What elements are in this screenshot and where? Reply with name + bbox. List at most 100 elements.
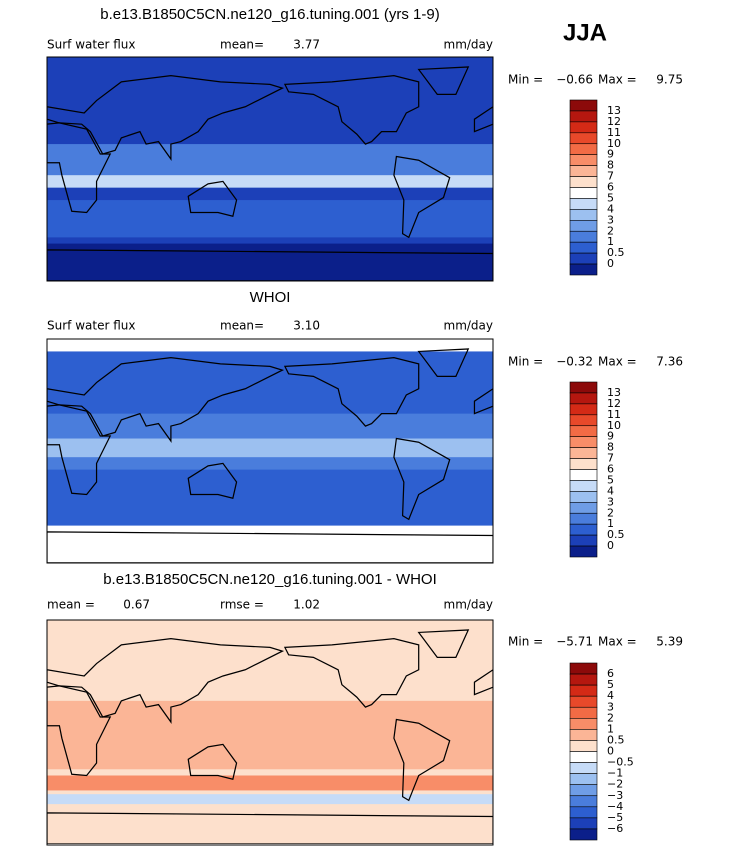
colorbar-label: 4: [607, 484, 614, 497]
colorbar-box: [569, 523, 598, 536]
colorbar-label: 8: [607, 441, 614, 454]
colorbar-label: 10: [607, 137, 621, 150]
colorbar-label: −2: [607, 778, 623, 791]
colorbar-label: 9: [607, 430, 614, 443]
min-label: Min =: [508, 73, 543, 87]
season-label: JJA: [563, 19, 607, 46]
colorbar-box: [569, 198, 598, 210]
colorbar-label: 12: [607, 397, 621, 410]
max-label: Max =: [598, 635, 637, 649]
units-label: mm/day: [444, 38, 494, 52]
colorbar-label: −0.5: [607, 756, 634, 769]
colorbar-box: [569, 491, 598, 503]
max-value: 9.75: [656, 73, 683, 87]
colorbar-label: 10: [607, 419, 621, 432]
colorbar-box: [569, 740, 598, 752]
max-value: 5.39: [656, 635, 683, 649]
colorbar-box: [569, 806, 598, 819]
colorbar-box: [569, 392, 598, 405]
colorbar-label: 9: [607, 148, 614, 161]
colorbar-label: 11: [607, 126, 621, 139]
colorbar-box: [569, 534, 598, 547]
stat-label: mean =: [47, 598, 95, 612]
colorbar-box: [569, 729, 598, 741]
colorbar-label: 6: [607, 667, 614, 680]
stat-value: 3.10: [293, 319, 320, 333]
colorbar-label: 12: [607, 115, 621, 128]
colorbar-box: [569, 252, 598, 265]
colorbar-box: [569, 165, 598, 177]
colorbar-box: [569, 209, 598, 221]
colorbar-box: [569, 458, 598, 470]
colorbar-label: 3: [607, 213, 614, 226]
colorbar-label: −5: [607, 811, 623, 824]
min-label: Min =: [508, 355, 543, 369]
colorbar-box: [569, 230, 598, 243]
colorbar-label: −1: [607, 767, 623, 780]
colorbar-label: −3: [607, 789, 623, 802]
map: [47, 620, 494, 844]
stat-label: mean=: [220, 319, 264, 333]
colorbar-box: [569, 773, 598, 785]
colorbar-box: [569, 110, 598, 123]
colorbar-box: [569, 154, 598, 166]
colorbar-box: [569, 512, 598, 525]
colorbar-box: [569, 447, 598, 459]
stat-label: rmse =: [220, 598, 264, 612]
panel-title: b.e13.B1850C5CN.ne120_g16.tuning.001 (yr…: [100, 6, 439, 23]
colorbar-box: [569, 132, 598, 145]
colorbar-label: 0.5: [607, 246, 625, 259]
map: [47, 57, 494, 281]
colorbar-box: [569, 751, 598, 763]
colorbar-box: [569, 176, 598, 188]
colorbar-box: [569, 436, 598, 448]
colorbar-box: [569, 784, 598, 797]
colorbar-label: 1: [607, 517, 614, 530]
colorbar-label: 5: [607, 191, 614, 204]
colorbar-box: [569, 414, 598, 427]
colorbar-box: [569, 762, 598, 774]
colorbar-box: [569, 425, 598, 437]
colorbar-label: 2: [607, 506, 614, 519]
colorbar-label: −4: [607, 800, 623, 813]
colorbar-box: [569, 828, 598, 841]
colorbar-label: 0: [607, 539, 614, 552]
colorbar-box: [569, 121, 598, 134]
min-value: −0.32: [556, 355, 593, 369]
colorbar-box: [569, 662, 598, 675]
colorbar-label: 5: [607, 473, 614, 486]
min-value: −5.71: [556, 635, 593, 649]
colorbar-label: 1: [607, 722, 614, 735]
colorbar-box: [569, 695, 598, 708]
colorbar-box: [569, 241, 598, 254]
colorbar-box: [569, 684, 598, 697]
max-value: 7.36: [656, 355, 683, 369]
colorbar-box: [569, 403, 598, 416]
colorbar-box: [569, 469, 598, 481]
colorbar-label: 6: [607, 181, 614, 194]
colorbar-label: 7: [607, 170, 614, 183]
colorbar-label: 4: [607, 689, 614, 702]
colorbar-label: 0: [607, 257, 614, 270]
colorbar-label: 0: [607, 745, 614, 758]
colorbar-box: [569, 706, 598, 719]
variable-label: Surf water flux: [47, 319, 135, 333]
colorbar-label: 2: [607, 711, 614, 724]
colorbar-label: 1: [607, 235, 614, 248]
colorbar-box: [569, 480, 598, 492]
map: [47, 339, 494, 563]
colorbar-box: [569, 718, 598, 730]
colorbar-label: 0.5: [607, 528, 625, 541]
colorbar-label: 6: [607, 463, 614, 476]
colorbar-label: 0.5: [607, 733, 625, 746]
colorbar-label: 11: [607, 408, 621, 421]
max-label: Max =: [598, 73, 637, 87]
map-frame: [46, 56, 494, 282]
colorbar-label: 3: [607, 700, 614, 713]
colorbar-label: 13: [607, 104, 621, 117]
colorbar-label: 5: [607, 678, 614, 691]
